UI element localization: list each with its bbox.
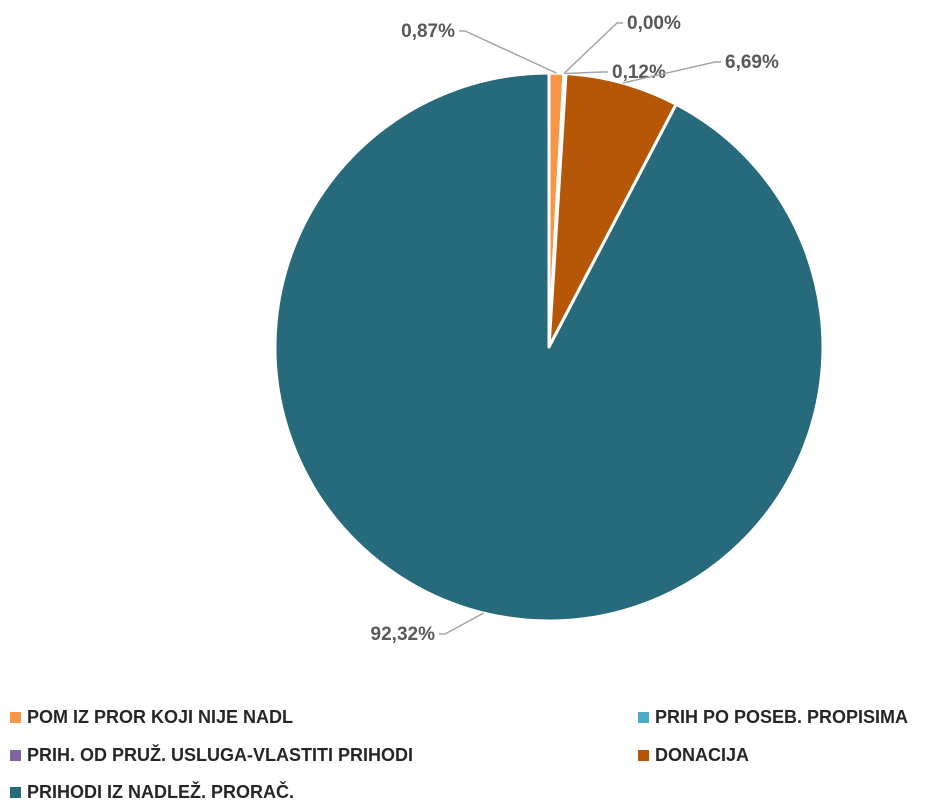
pie-slice-prihodi-iz-nadlez — [273, 71, 825, 623]
data-label-vlastiti-prihodi: 0,12% — [612, 62, 666, 83]
leader-line-vlastiti-prihodi — [564, 71, 608, 75]
data-label-prih-po-poseb: 0,00% — [627, 13, 681, 34]
leader-line-donacija — [622, 61, 721, 84]
leader-line-prihodi-iz-nadlez — [439, 612, 484, 635]
data-label-donacija: 6,69% — [725, 52, 779, 73]
data-label-prihodi-iz-nadlez: 92,32% — [371, 624, 436, 645]
leader-line-pom-iz-pror — [459, 30, 557, 74]
leader-line-prih-po-poseb — [563, 22, 623, 74]
data-label-pom-iz-pror: 0,87% — [401, 21, 455, 42]
